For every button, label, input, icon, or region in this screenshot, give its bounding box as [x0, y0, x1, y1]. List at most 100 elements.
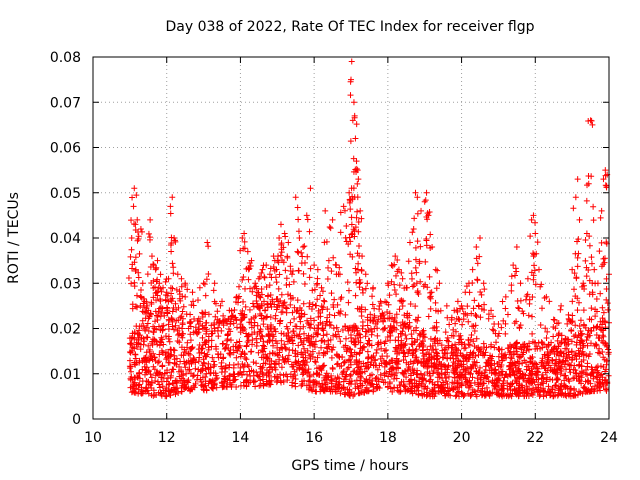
data-point [556, 386, 563, 393]
data-point [393, 369, 400, 376]
data-point [451, 370, 458, 377]
data-point [535, 266, 542, 273]
data-point [178, 283, 185, 290]
data-point [168, 298, 175, 305]
data-point [387, 360, 394, 367]
data-point [520, 371, 527, 378]
data-point [337, 338, 344, 345]
data-point [245, 276, 252, 283]
data-point [348, 377, 355, 384]
data-point [386, 292, 393, 299]
data-point [355, 176, 362, 183]
data-point [169, 387, 176, 394]
data-point [204, 239, 211, 246]
data-point [360, 343, 367, 350]
data-point [564, 336, 571, 343]
data-point [389, 371, 396, 378]
y-tick-label: 0.05 [50, 186, 81, 202]
data-point [292, 359, 299, 366]
data-point [277, 221, 284, 228]
data-point [510, 350, 517, 357]
data-point [538, 375, 545, 382]
data-point [241, 326, 248, 333]
data-point [164, 292, 171, 299]
data-point [197, 318, 204, 325]
data-point [459, 305, 466, 312]
data-point [341, 358, 348, 365]
data-point [441, 390, 448, 397]
data-point [237, 329, 244, 336]
data-point [569, 266, 576, 273]
data-point [335, 328, 342, 335]
data-point [508, 282, 515, 289]
data-point [283, 323, 290, 330]
data-point [592, 280, 599, 287]
data-point [605, 346, 612, 353]
data-point [278, 302, 285, 309]
data-point [261, 307, 268, 314]
data-point [338, 362, 345, 369]
data-point [151, 354, 158, 361]
data-point [228, 313, 235, 320]
data-point [171, 359, 178, 366]
data-point [247, 348, 254, 355]
data-point [368, 354, 375, 361]
data-point [271, 360, 278, 367]
data-point [410, 225, 417, 232]
data-point [281, 341, 288, 348]
data-point [174, 338, 181, 345]
data-point [142, 327, 149, 334]
data-point [467, 393, 474, 400]
data-point [300, 244, 307, 251]
data-point [277, 318, 284, 325]
data-point [157, 304, 164, 311]
data-point [427, 343, 434, 350]
data-point [237, 247, 244, 254]
data-point [389, 328, 396, 335]
data-point [243, 330, 250, 337]
data-point [184, 286, 191, 293]
data-point [346, 356, 353, 363]
data-point [402, 386, 409, 393]
data-point [600, 382, 607, 389]
data-point [506, 392, 513, 399]
data-point [403, 374, 410, 381]
data-point [280, 357, 287, 364]
data-point [336, 379, 343, 386]
data-point [189, 289, 196, 296]
data-point [584, 331, 591, 338]
data-point [424, 284, 431, 291]
data-point [158, 378, 165, 385]
data-point [441, 363, 448, 370]
data-point [558, 363, 565, 370]
data-point [534, 368, 541, 375]
data-point [182, 282, 189, 289]
data-point [172, 322, 179, 329]
data-point [381, 340, 388, 347]
data-point [350, 185, 357, 192]
data-point [331, 296, 338, 303]
data-point [414, 238, 421, 245]
data-point [398, 269, 405, 276]
data-point [596, 376, 603, 383]
data-point [278, 337, 285, 344]
data-point [324, 306, 331, 313]
data-point [238, 312, 245, 319]
data-point [588, 260, 595, 267]
data-point [398, 337, 405, 344]
data-point [412, 256, 419, 263]
data-point [167, 392, 174, 399]
data-point [436, 280, 443, 287]
data-point [517, 297, 524, 304]
data-point [330, 304, 337, 311]
data-point [231, 307, 238, 314]
data-point [530, 250, 537, 257]
data-point [355, 390, 362, 397]
data-point [381, 363, 388, 370]
data-point [471, 328, 478, 335]
data-point [172, 238, 179, 245]
data-point [190, 382, 197, 389]
data-point [328, 372, 335, 379]
data-point [427, 293, 434, 300]
data-point [577, 328, 584, 335]
